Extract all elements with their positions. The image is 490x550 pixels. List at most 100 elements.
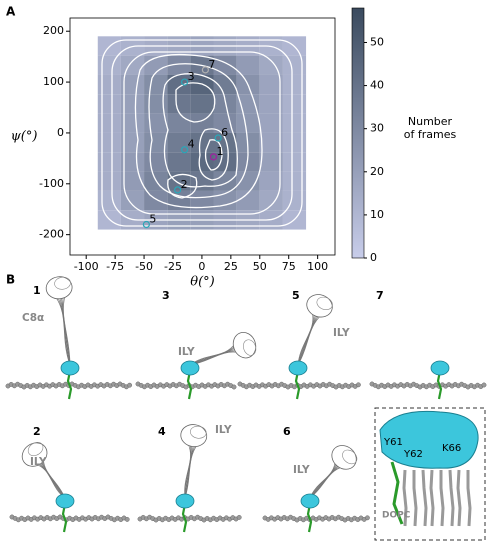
anchor-domain xyxy=(180,360,200,376)
x-tick-label: -100 xyxy=(74,260,99,273)
anchor-domain xyxy=(288,360,308,376)
cell xyxy=(259,94,283,114)
protein-strand xyxy=(63,294,71,366)
cell xyxy=(144,152,168,172)
protein-head xyxy=(331,445,357,470)
protein-head xyxy=(243,339,257,356)
inset-lipid xyxy=(448,469,455,527)
lipid-head xyxy=(355,382,361,388)
cell xyxy=(259,74,283,95)
cell xyxy=(120,171,145,191)
protein-head xyxy=(232,331,257,359)
cell xyxy=(259,132,283,153)
cell xyxy=(97,74,121,95)
colorbar-tick-label: 10 xyxy=(370,208,384,221)
protein xyxy=(45,276,73,366)
cell xyxy=(97,113,121,133)
inset-lipid xyxy=(402,469,408,527)
contour xyxy=(148,63,249,199)
contours xyxy=(101,39,303,227)
anchor-stick xyxy=(61,503,68,533)
y-tick-label: 200 xyxy=(43,24,64,37)
x-tick-label: 0 xyxy=(198,260,205,273)
cell xyxy=(167,74,191,95)
cell xyxy=(167,152,191,172)
protein-label: ILY xyxy=(333,327,350,339)
y-tick-label: 100 xyxy=(43,75,64,88)
protein-head xyxy=(190,425,207,439)
anchor-stick xyxy=(306,503,313,533)
residue-label: Y61 xyxy=(383,437,403,448)
y-axis-label: ψ(°) xyxy=(11,129,38,144)
point-label: 7 xyxy=(208,58,215,71)
cell xyxy=(236,55,260,75)
cell xyxy=(167,132,191,153)
contour xyxy=(175,82,216,123)
colorbar-label: of frames xyxy=(404,128,457,141)
snapshot-label: 2 xyxy=(33,425,41,438)
anchor-stick xyxy=(294,370,301,400)
cell xyxy=(236,152,260,172)
cell xyxy=(120,113,145,133)
contour xyxy=(167,173,198,199)
cell xyxy=(213,132,237,153)
protein-strand xyxy=(297,312,315,366)
residue-label: K66 xyxy=(442,443,461,454)
inset-domain xyxy=(379,410,479,469)
point xyxy=(180,146,189,154)
anchor-stick xyxy=(436,370,443,400)
cell xyxy=(282,171,307,191)
axes-frame xyxy=(69,17,336,256)
y-tick-label: -200 xyxy=(39,228,64,241)
residue-label: Y62 xyxy=(403,449,423,460)
cell xyxy=(282,190,307,211)
anchor-domain xyxy=(430,360,450,376)
lipid-head xyxy=(124,517,130,522)
point xyxy=(174,186,182,194)
x-tick-label: -75 xyxy=(106,260,124,273)
cell xyxy=(213,171,237,191)
inset-lipid xyxy=(456,469,462,527)
protein-head xyxy=(316,296,333,310)
cell xyxy=(259,171,283,191)
cell xyxy=(213,55,237,75)
panel-label: B xyxy=(6,273,15,287)
protein-head xyxy=(27,441,44,457)
cell xyxy=(167,113,191,133)
cell xyxy=(213,74,237,95)
protein xyxy=(180,424,208,499)
point-label: 3 xyxy=(188,70,195,83)
colorbar-label: Number xyxy=(408,115,453,128)
cell xyxy=(190,94,214,114)
cell xyxy=(144,190,168,211)
anchor-domain xyxy=(300,493,320,509)
point-label: 4 xyxy=(188,138,195,151)
point xyxy=(209,153,218,161)
protein-head xyxy=(45,276,73,300)
protein-label: ILY xyxy=(215,424,232,436)
point xyxy=(142,220,150,229)
point xyxy=(201,66,209,74)
protein-strand xyxy=(297,312,317,366)
inset-lipid xyxy=(421,469,428,527)
protein-strand xyxy=(309,465,342,499)
protein-strand xyxy=(184,444,198,499)
inset-anchor xyxy=(390,461,404,525)
cell xyxy=(190,113,214,133)
cell xyxy=(97,94,121,114)
cell xyxy=(236,190,260,211)
colorbar-tick-label: 50 xyxy=(370,35,384,48)
inset-frame xyxy=(374,407,486,541)
protein-label: C8α xyxy=(22,312,44,324)
x-tick-label: 100 xyxy=(307,260,328,273)
protein-strand xyxy=(309,460,336,499)
anchor-domain xyxy=(60,360,80,376)
x-tick-label: 75 xyxy=(282,260,296,273)
cell xyxy=(120,152,145,172)
snapshot-label: 6 xyxy=(283,425,291,438)
cell xyxy=(259,113,283,133)
colorbar-tick-label: 20 xyxy=(370,165,384,178)
y-tick-label: 0 xyxy=(57,126,64,139)
point-label: 6 xyxy=(221,126,228,139)
